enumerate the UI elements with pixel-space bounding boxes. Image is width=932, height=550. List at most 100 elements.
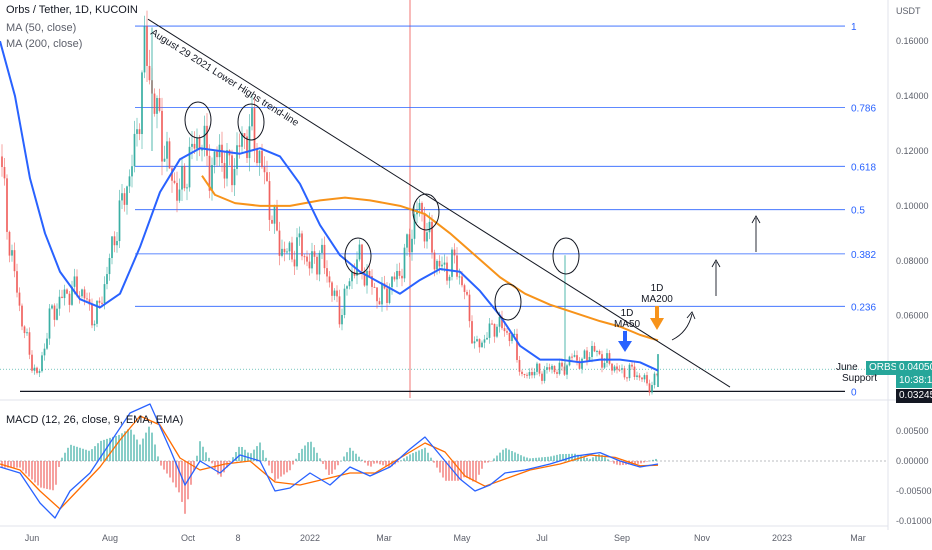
macd-hist-bar (277, 461, 279, 479)
candle-body (641, 377, 643, 380)
candle-body (341, 314, 343, 325)
candle-body (158, 98, 161, 111)
macd-hist-bar (301, 448, 303, 461)
candle-body (161, 110, 163, 162)
macd-hist-bar (361, 459, 363, 461)
macd-hist-bar (313, 447, 315, 461)
candle-body (248, 126, 251, 159)
macd-hist-bar (547, 456, 549, 461)
price-tick-label: 0.08000 (896, 256, 929, 266)
macd-hist-bar (142, 438, 144, 461)
macd-tick-label: 0.00000 (896, 456, 929, 466)
candle-body (171, 168, 173, 181)
candle-body (6, 178, 8, 232)
macd-hist-bar (379, 461, 381, 465)
candle-body (361, 244, 363, 272)
macd-hist-bar (502, 449, 504, 461)
macd-hist-bar (319, 458, 321, 461)
price-tick-label: 0.16000 (896, 36, 929, 46)
highlight-circle (494, 283, 522, 321)
curved-arrow-head (686, 311, 696, 320)
macd-hist-bar (85, 449, 87, 461)
candle-body (71, 286, 73, 305)
fib-level-label: 0.618 (851, 162, 876, 173)
candle-body (281, 248, 283, 256)
macd-hist-bar (655, 458, 657, 461)
candle-body (188, 146, 191, 188)
macd-hist-bar (25, 461, 27, 474)
candle-body (566, 365, 568, 375)
macd-hist-bar (442, 461, 444, 478)
countdown-tag: 10:38:11 (896, 374, 932, 388)
candle-body (303, 256, 306, 258)
candle-body (528, 372, 531, 376)
candle-body (336, 290, 338, 297)
candle-body (291, 242, 293, 260)
macd-hist-bar (520, 455, 522, 461)
candle-body (98, 300, 101, 303)
trendline (147, 18, 731, 388)
macd-hist-bar (208, 457, 210, 461)
macd-hist-bar (484, 461, 486, 463)
candle-body (271, 219, 273, 224)
macd-hist-bar (76, 446, 78, 461)
candle-body (33, 367, 36, 371)
candle-body (23, 326, 26, 334)
candle-body (538, 363, 541, 374)
macd-hist-bar (163, 461, 165, 470)
candle-body (276, 205, 278, 231)
candle-body (36, 367, 38, 373)
macd-hist-bar (130, 429, 132, 461)
macd-hist-bar (7, 461, 9, 468)
macd-tick-label: 0.00500 (896, 426, 929, 436)
macd-hist-bar (127, 429, 129, 461)
candle-body (606, 353, 608, 363)
candle-body (86, 298, 88, 300)
candle-body (73, 276, 76, 287)
candle-body (346, 286, 348, 289)
macd-hist-bar (430, 457, 432, 461)
candle-body (381, 283, 383, 305)
macd-hist-bar (139, 444, 141, 461)
candle-body (1, 156, 3, 168)
macd-hist-bar (184, 461, 186, 514)
candle-body (13, 250, 16, 272)
candle-body (41, 355, 43, 372)
macd-hist-bar (181, 461, 183, 502)
candle-body (253, 108, 256, 150)
ma50-legend: MA (50, close) (6, 22, 77, 34)
macd-hist-bar (601, 455, 603, 461)
candle-body (421, 202, 423, 214)
highlight-circle (344, 237, 372, 275)
candle-body (526, 374, 528, 376)
macd-hist-bar (307, 442, 309, 461)
macd-hist-bar (118, 434, 120, 461)
macd-hist-bar (160, 461, 162, 466)
macd-hist-bar (364, 461, 366, 463)
macd-hist-bar (424, 447, 426, 461)
macd-hist-bar (211, 461, 213, 464)
macd-hist-bar (283, 461, 285, 475)
candle-body (486, 337, 488, 340)
macd-hist-bar (586, 457, 588, 461)
macd-hist-bar (478, 461, 480, 475)
macd-hist-bar (214, 461, 216, 469)
macd-hist-bar (397, 461, 399, 463)
ma50-arrow-shaft (623, 331, 627, 341)
candle-body (436, 260, 438, 270)
ma200-note-1: 1D (650, 283, 664, 294)
macd-hist-bar (274, 461, 276, 481)
ma200-arrow-head (650, 318, 664, 330)
candle-body (131, 166, 133, 177)
macd-hist-bar (202, 446, 204, 461)
macd-hist-bar (19, 461, 21, 468)
candle-body (108, 258, 111, 275)
candle-body (581, 358, 583, 369)
macd-hist-bar (244, 449, 246, 461)
candle-body (221, 144, 223, 164)
macd-hist-bar (238, 446, 240, 461)
macd-hist-bar (250, 453, 252, 461)
macd-hist-bar (106, 438, 108, 461)
candle-body (583, 350, 586, 359)
